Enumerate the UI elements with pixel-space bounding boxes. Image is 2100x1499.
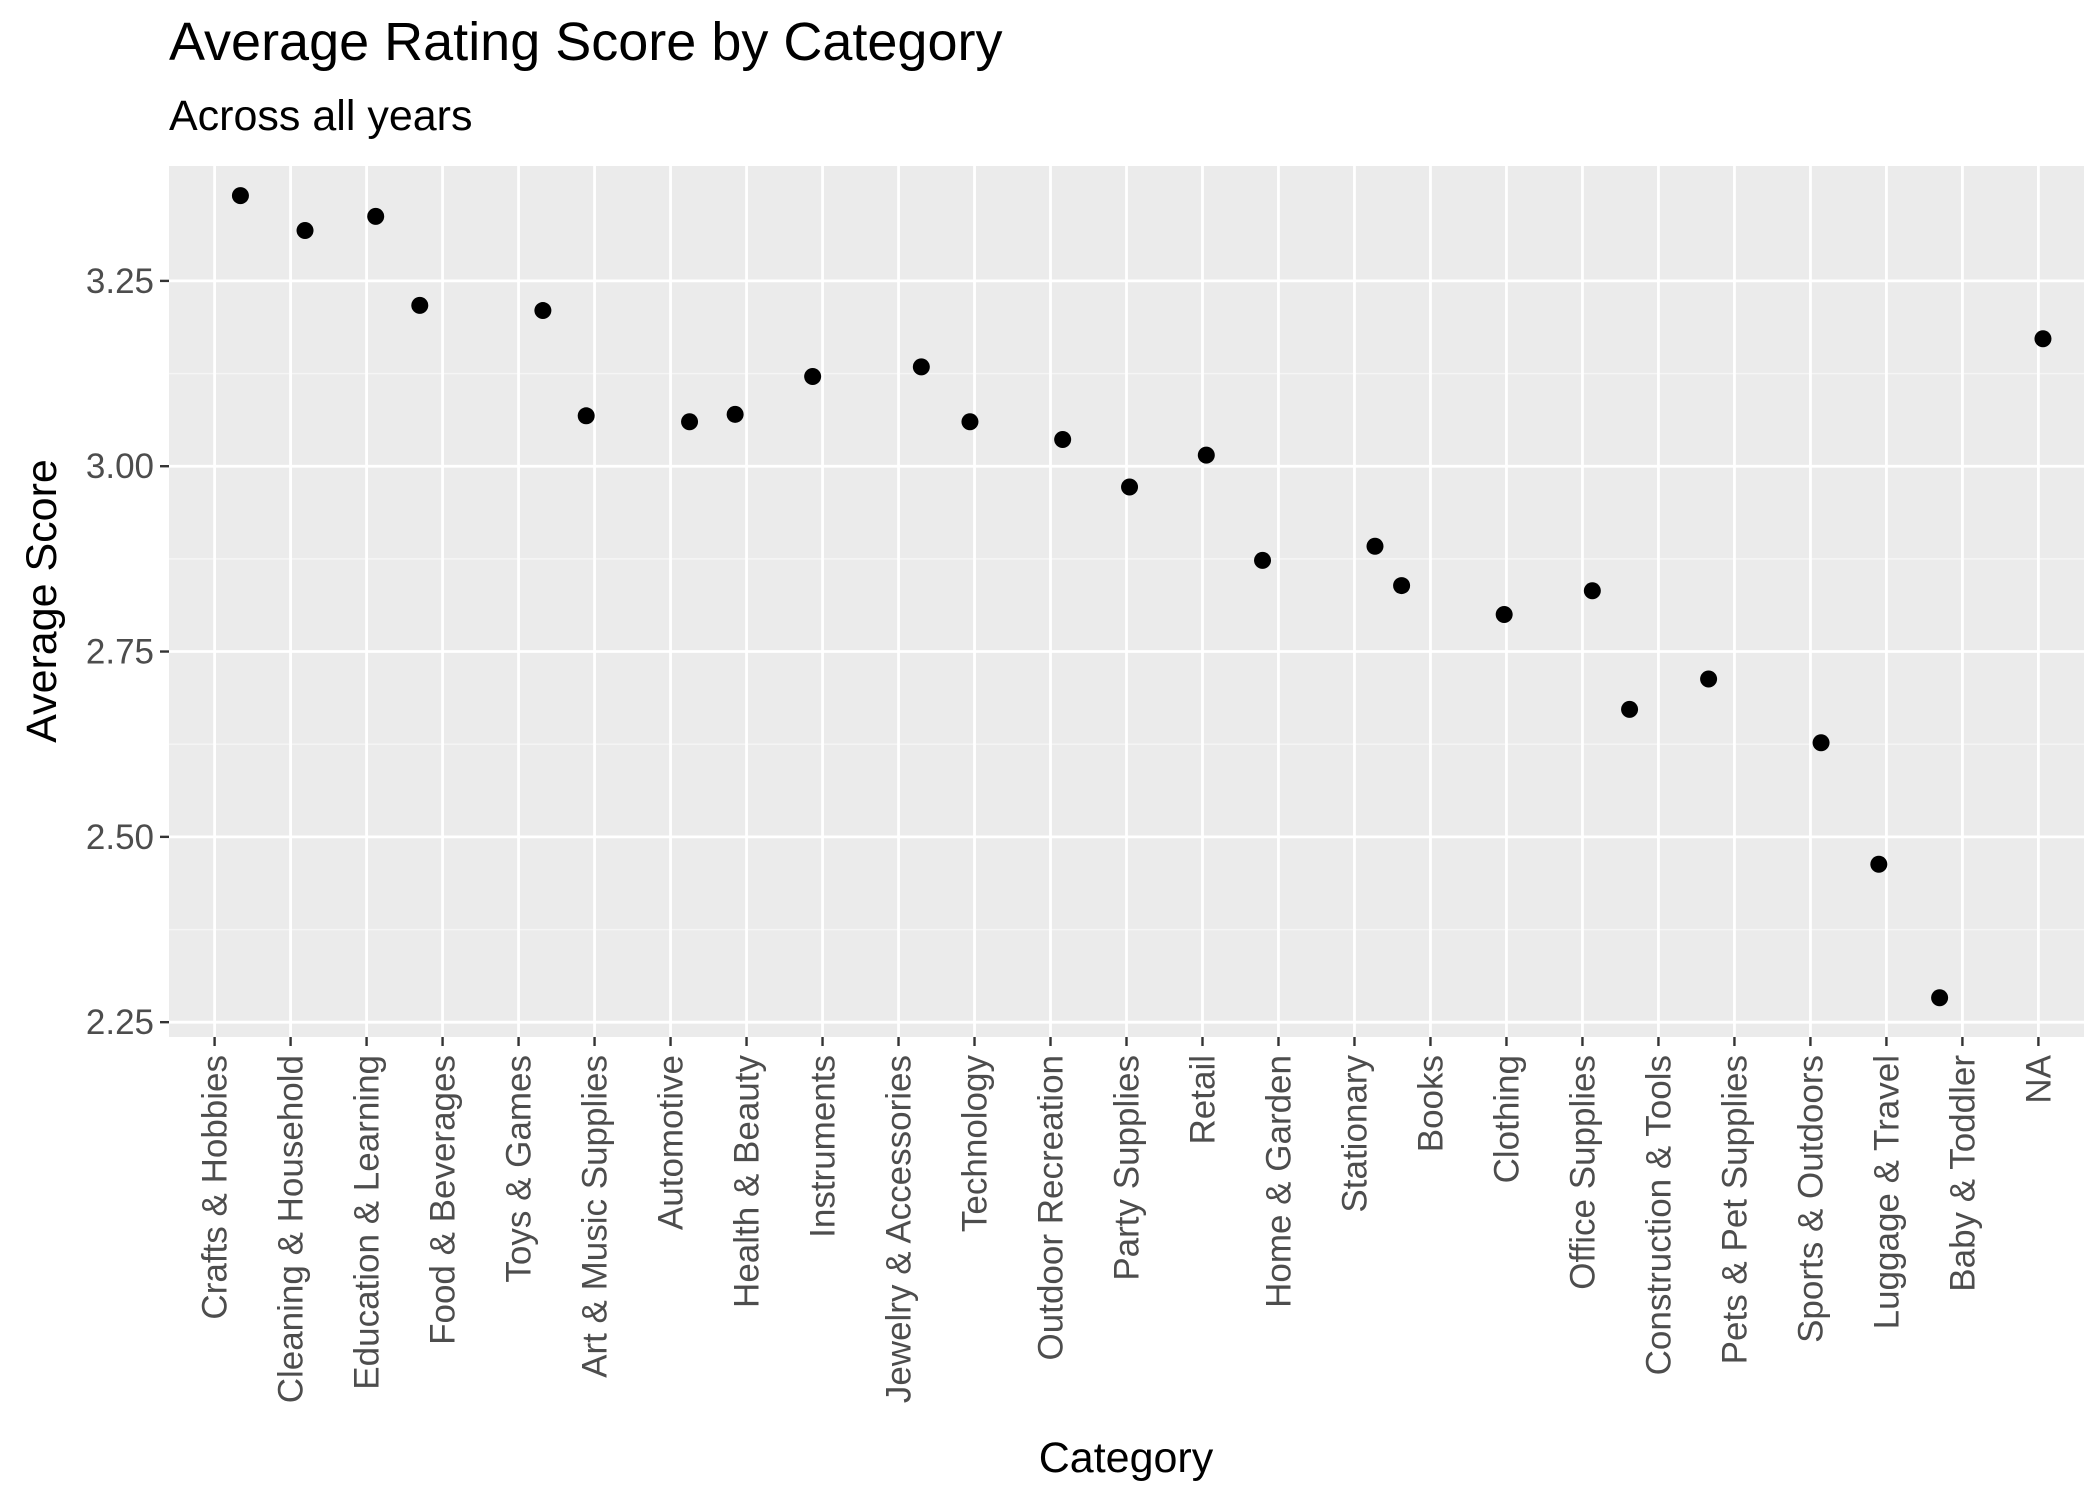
major-gridlines	[169, 166, 2084, 1037]
chart-subtitle: Across all years	[169, 92, 472, 140]
x-tick-label: Art & Music Supplies	[576, 1055, 615, 1378]
data-point	[961, 413, 979, 431]
x-tick-label: Toys & Games	[500, 1055, 539, 1283]
x-tick-label: NA	[2019, 1054, 2058, 1103]
data-point	[1495, 605, 1513, 623]
x-tick-label: Books	[1411, 1055, 1450, 1152]
x-tick-label: Education & Learning	[348, 1055, 387, 1390]
data-point	[1366, 537, 1384, 555]
data-point	[2034, 330, 2052, 348]
y-tick-label: 2.75	[86, 633, 154, 672]
data-point	[367, 207, 385, 225]
data-point	[1054, 431, 1072, 449]
data-point	[912, 358, 930, 376]
data-point	[1931, 989, 1949, 1007]
x-axis-title: Category	[1039, 1434, 1214, 1482]
data-point	[726, 405, 744, 423]
data-point	[1700, 670, 1718, 688]
y-tick-label: 3.00	[86, 447, 154, 486]
x-tick-label: Baby & Toddler	[1943, 1055, 1982, 1292]
data-point	[534, 302, 552, 320]
x-tick-label: Food & Beverages	[424, 1055, 463, 1345]
x-axis: Crafts & Hobbies Cleaning & Household Educ…	[196, 1037, 2058, 1403]
data-point	[1197, 446, 1215, 464]
y-tick-label: 3.25	[86, 262, 154, 301]
x-tick-label: Health & Beauty	[728, 1055, 767, 1308]
x-tick-label: Retail	[1183, 1055, 1222, 1144]
data-point	[577, 407, 595, 425]
x-tick-label: Cleaning & Household	[272, 1055, 311, 1403]
y-axis-title: Average Score	[18, 459, 66, 743]
x-tick-label: Crafts & Hobbies	[196, 1055, 235, 1320]
data-point	[296, 221, 314, 239]
data-point	[1583, 582, 1601, 600]
data-point	[804, 368, 822, 386]
x-tick-label: Luggage & Travel	[1867, 1055, 1906, 1329]
y-tick-label: 2.25	[86, 1003, 154, 1042]
x-tick-label: Home & Garden	[1259, 1055, 1298, 1308]
x-tick-label: Instruments	[804, 1055, 843, 1238]
x-tick-label: Party Supplies	[1108, 1055, 1147, 1281]
data-points	[231, 187, 2052, 1007]
data-point	[411, 296, 429, 314]
x-tick-label: Pets & Pet Supplies	[1715, 1055, 1754, 1364]
x-tick-label: Automotive	[652, 1055, 691, 1230]
x-tick-label: Stationary	[1335, 1055, 1374, 1213]
x-tick-label: Technology	[956, 1055, 995, 1233]
data-point	[1870, 855, 1888, 873]
x-tick-label: Clothing	[1487, 1055, 1526, 1183]
x-tick-label: Sports & Outdoors	[1791, 1055, 1830, 1343]
data-point	[1121, 478, 1139, 496]
data-point	[231, 187, 249, 205]
x-tick-label: Office Supplies	[1563, 1055, 1602, 1290]
data-point	[1621, 700, 1639, 718]
x-tick-label: Construction & Tools	[1639, 1055, 1678, 1375]
y-axis: 2.25 2.50 2.75 3.00 3.25	[86, 262, 169, 1042]
data-point	[681, 413, 699, 431]
y-tick-label: 2.50	[86, 818, 154, 857]
x-tick-label: Outdoor Recreation	[1032, 1055, 1071, 1360]
x-tick-label: Jewelry & Accessories	[880, 1055, 919, 1403]
data-point	[1393, 577, 1411, 595]
chart-title: Average Rating Score by Category	[169, 12, 1002, 72]
data-point	[1812, 734, 1830, 752]
data-point	[1254, 551, 1272, 569]
